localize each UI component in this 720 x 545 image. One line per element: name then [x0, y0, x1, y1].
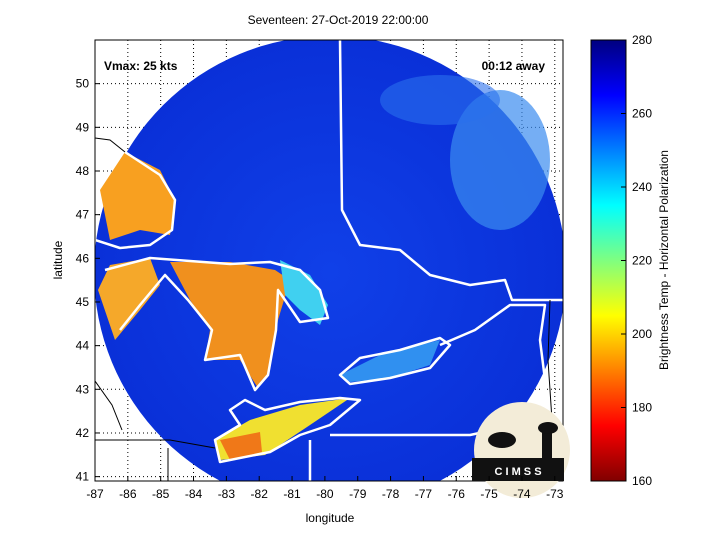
y-tick-label: 41	[76, 470, 90, 484]
colorbar-tick-label: 260	[632, 107, 652, 121]
swath	[95, 40, 563, 481]
x-tick-label: -80	[316, 487, 334, 501]
x-tick-label: -81	[283, 487, 301, 501]
x-tick-label: -75	[480, 487, 498, 501]
colorbar-tick-label: 220	[632, 254, 652, 268]
y-tick-label: 46	[76, 251, 90, 265]
logo-text: C I M S S	[494, 466, 541, 478]
y-tick-label: 47	[76, 208, 90, 222]
colorbar-tick-label: 280	[632, 33, 652, 47]
lake	[340, 340, 440, 382]
x-tick-label: -84	[185, 487, 203, 501]
logo: C I M S S	[472, 402, 570, 498]
x-tick-label: -79	[349, 487, 367, 501]
chart-title: Seventeen: 27-Oct-2019 22:00:00	[248, 13, 429, 27]
x-tick-label: -78	[382, 487, 400, 501]
y-tick-label: 43	[76, 382, 90, 396]
annotation: 00:12 away	[482, 59, 546, 73]
warm-patch	[450, 90, 550, 230]
cold-patch	[220, 432, 262, 460]
cold-patch	[170, 262, 290, 388]
x-tick-label: -73	[546, 487, 564, 501]
colorbar-tick-label: 180	[632, 401, 652, 415]
x-tick-label: -85	[152, 487, 170, 501]
y-axis-label: latitude	[51, 240, 65, 279]
x-tick-label: -77	[415, 487, 433, 501]
y-tick-label: 49	[76, 120, 90, 134]
annotation: Vmax: 25 kts	[104, 59, 178, 73]
x-axis-label: longitude	[306, 511, 355, 525]
map-field	[95, 40, 563, 481]
x-tick-label: -86	[119, 487, 137, 501]
x-tick-label: -83	[218, 487, 236, 501]
y-tick-label: 42	[76, 426, 90, 440]
plot-frame	[94, 39, 564, 482]
colorbar-tick-label: 160	[632, 474, 652, 488]
colorbar-label: Brightness Temp - Horizontal Polarizatio…	[657, 150, 671, 370]
y-tick-label: 45	[76, 295, 90, 309]
cold-patch	[98, 258, 160, 340]
x-tick-label: -87	[86, 487, 104, 501]
colorbar	[590, 39, 627, 482]
warm-patch	[380, 75, 500, 125]
x-tick-label: -74	[513, 487, 531, 501]
y-tick-label: 48	[76, 164, 90, 178]
y-tick-label: 44	[76, 339, 90, 353]
cool-patch	[280, 260, 328, 325]
colorbar-tick-label: 200	[632, 327, 652, 341]
y-tick-label: 50	[76, 77, 90, 91]
x-tick-label: -82	[251, 487, 269, 501]
x-tick-label: -76	[448, 487, 466, 501]
colorbar-tick-label: 240	[632, 180, 652, 194]
